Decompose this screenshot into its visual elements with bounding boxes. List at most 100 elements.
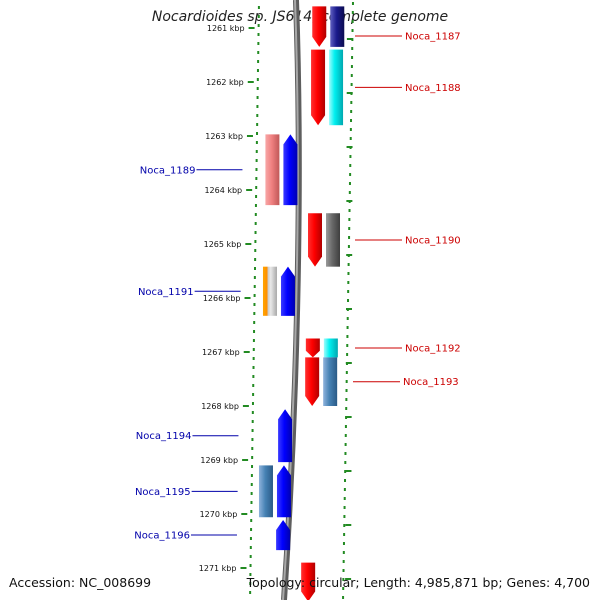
tick-mark-left	[248, 27, 255, 29]
guide-dot	[346, 344, 349, 347]
gene-label[interactable]: Noca_1187	[405, 32, 461, 43]
guide-dot	[253, 294, 256, 297]
guide-dot	[346, 335, 349, 338]
guide-dot	[251, 438, 254, 441]
gene-Noca_1187[interactable]	[312, 6, 345, 47]
guide-dot	[346, 353, 349, 356]
orf-arrow-reverse[interactable]	[276, 465, 291, 518]
gene-unlabeled[interactable]	[301, 562, 316, 600]
guide-dot	[252, 339, 255, 342]
guide-dot	[252, 375, 255, 378]
guide-dot	[342, 569, 345, 572]
gene-label[interactable]: Noca_1191	[138, 287, 194, 298]
cog-box[interactable]	[330, 6, 345, 47]
guide-dot	[251, 456, 254, 459]
cog-box[interactable]	[262, 266, 277, 316]
orf-arrow-forward[interactable]	[312, 6, 327, 47]
orf-arrow-reverse[interactable]	[278, 409, 293, 463]
guide-dot	[252, 384, 255, 387]
tick-label: 1269 kbp	[200, 456, 238, 465]
gene-label[interactable]: Noca_1193	[403, 377, 459, 388]
orf-arrow-forward[interactable]	[308, 213, 323, 267]
guide-dot	[252, 348, 255, 351]
gene-label[interactable]: Noca_1188	[405, 83, 461, 94]
cog-box[interactable]	[265, 134, 280, 206]
gene-label[interactable]: Noca_1192	[405, 343, 461, 354]
cog-box[interactable]	[323, 357, 338, 406]
guide-dot	[250, 492, 253, 495]
tick-mark-right	[345, 416, 352, 418]
guide-dot	[348, 227, 351, 230]
gene-Noca_1192[interactable]	[305, 338, 338, 358]
gene-label[interactable]: Noca_1196	[134, 531, 190, 542]
cog-box[interactable]	[323, 338, 338, 358]
tick-mark-left	[242, 459, 249, 461]
gene-Noca_1190[interactable]	[308, 213, 341, 267]
tick-label: 1263 kbp	[205, 132, 243, 141]
orf-arrow-forward[interactable]	[311, 49, 326, 126]
tick-mark-left	[247, 81, 254, 83]
tick-label: 1270 kbp	[200, 510, 238, 519]
cog-box[interactable]	[329, 49, 344, 126]
guide-dot	[253, 330, 256, 333]
tick-label: 1267 kbp	[202, 348, 240, 357]
guide-dot	[350, 65, 353, 68]
gene-label[interactable]: Noca_1195	[135, 487, 191, 498]
gene-Noca_1188[interactable]	[311, 49, 344, 126]
tick-mark-right	[345, 362, 352, 364]
guide-dot	[250, 528, 253, 531]
guide-dot	[348, 218, 351, 221]
cog-box[interactable]	[258, 465, 273, 518]
guide-dot	[351, 47, 354, 50]
guide-dot	[350, 74, 353, 77]
gene-Noca_1193[interactable]	[305, 357, 338, 406]
guide-dot	[250, 519, 253, 522]
tick-label: 1265 kbp	[204, 240, 242, 249]
guide-dot	[343, 488, 346, 491]
tick-mark-left	[246, 189, 253, 191]
guide-dot	[345, 398, 348, 401]
orf-arrow-forward[interactable]	[305, 338, 320, 358]
gene-Noca_1191[interactable]	[262, 266, 295, 316]
guide-dot	[251, 447, 254, 450]
guide-dot	[344, 461, 347, 464]
guide-dot	[343, 524, 346, 527]
guide-dot	[348, 236, 351, 239]
gene-Noca_1196[interactable]	[276, 519, 291, 551]
genome-summary-text: Topology: circular; Length: 4,985,871 bp…	[246, 575, 590, 590]
guide-dot	[351, 56, 354, 59]
guide-dot	[255, 177, 258, 180]
guide-dot	[252, 366, 255, 369]
tick-mark-right	[345, 524, 352, 526]
gene-label[interactable]: Noca_1189	[140, 165, 196, 176]
gene-label[interactable]: Noca_1194	[136, 431, 192, 442]
orf-arrow-reverse[interactable]	[280, 266, 295, 316]
orf-arrow-reverse[interactable]	[276, 519, 291, 551]
tick-label: 1264 kbp	[204, 186, 242, 195]
orf-arrow-forward[interactable]	[305, 357, 320, 406]
tick-label: 1262 kbp	[206, 78, 244, 87]
tick-mark-left	[245, 243, 252, 245]
guide-dot	[350, 101, 353, 104]
orf-arrow-reverse[interactable]	[283, 134, 298, 206]
guide-dot	[249, 564, 252, 567]
gene-Noca_1194[interactable]	[278, 409, 293, 463]
guide-dot	[256, 78, 259, 81]
tick-mark-right	[346, 308, 353, 310]
tick-label: 1271 kbp	[199, 564, 237, 573]
cog-box[interactable]	[326, 213, 341, 267]
guide-dot	[251, 420, 254, 423]
gene-Noca_1195[interactable]	[258, 465, 291, 518]
gene-Noca_1189[interactable]	[265, 134, 298, 206]
guide-dot	[252, 393, 255, 396]
guide-dot	[256, 105, 259, 108]
guide-dot	[347, 245, 350, 248]
guide-dot	[347, 263, 350, 266]
guide-dot	[256, 69, 259, 72]
guide-dot	[344, 425, 347, 428]
tick-mark-right	[345, 470, 352, 472]
guide-dot	[253, 312, 256, 315]
gene-label[interactable]: Noca_1190	[405, 235, 461, 246]
guide-dot	[255, 195, 258, 198]
orf-arrow-forward[interactable]	[301, 562, 316, 600]
